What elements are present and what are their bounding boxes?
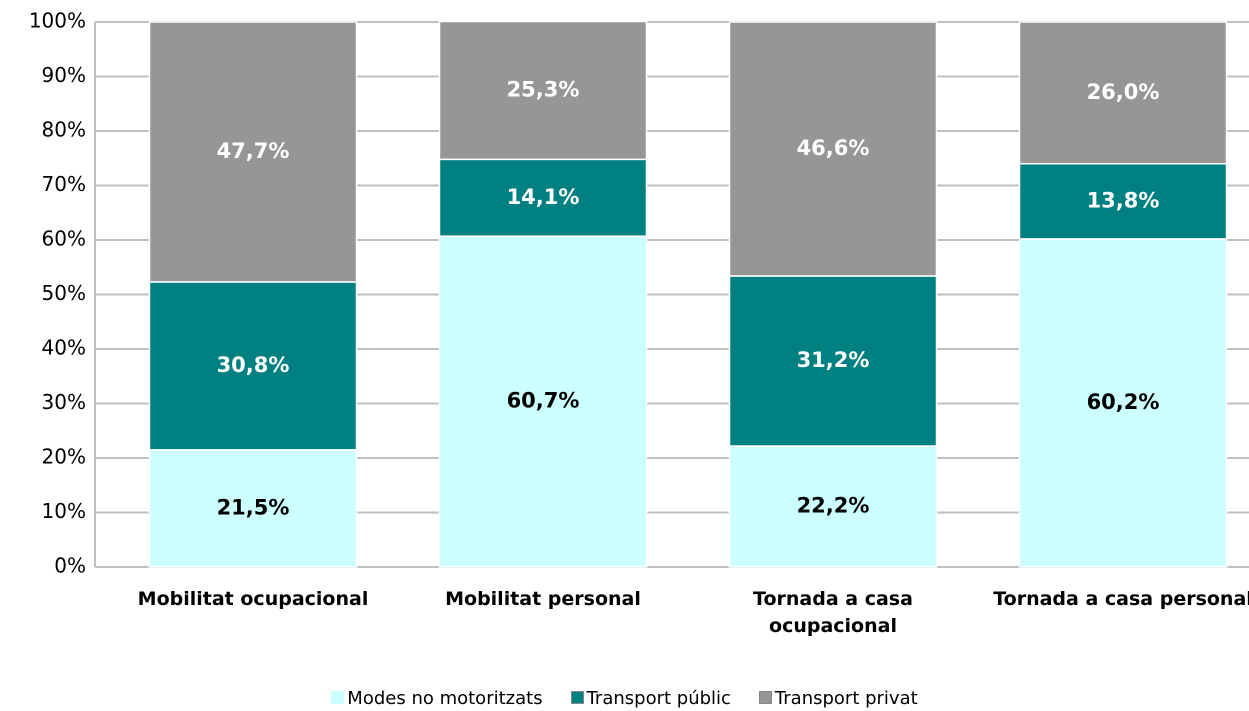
legend: Modes no motoritzats Transport públic Tran… [0,688,1249,709]
x-tick-label: Mobilitat personal [445,588,641,610]
data-label: 14,1% [507,185,580,209]
bar-segment [728,275,938,447]
legend-item: Transport públic [570,688,731,709]
x-tick-label: Tornada a casa personal [993,588,1249,610]
data-label: 60,7% [507,389,580,413]
y-tick-label: 50% [42,281,86,305]
y-tick-label: 70% [42,172,86,196]
legend-swatch [570,691,584,704]
data-label: 25,3% [507,77,580,101]
data-label: 26,0% [1087,80,1160,104]
legend-swatch [331,691,345,704]
bar-segment [1018,162,1228,240]
data-label: 46,6% [797,136,870,160]
x-tick-label: Tornada a casa ocupacional [753,588,913,637]
bar-segment [438,235,648,568]
data-label: 13,8% [1087,188,1160,212]
data-label: 47,7% [217,139,290,163]
legend-label: Modes no motoritzats [347,688,543,709]
bar-segment [728,445,938,568]
y-tick-label: 100% [29,9,86,33]
bar-segment [728,21,938,277]
bar-segment [1018,238,1228,568]
legend-swatch [758,691,772,704]
y-tick-label: 60% [42,227,86,251]
bar-segment [148,281,358,451]
data-label: 30,8% [217,353,290,377]
legend-item: Transport privat [758,688,918,709]
y-tick-label: 80% [42,118,86,142]
bar-segment [1018,21,1228,165]
data-label: 21,5% [217,495,290,519]
bar-segment [438,20,648,161]
y-tick-label: 40% [42,336,86,360]
y-tick-label: 90% [42,63,86,87]
y-tick-label: 30% [42,390,86,414]
data-label: 60,2% [1087,390,1160,414]
legend-label: Transport privat [774,688,918,709]
bar-segment [148,21,358,283]
legend-item: Modes no motoritzats [331,688,543,709]
data-label: 31,2% [797,348,870,372]
x-tick-label: Mobilitat ocupacional [137,588,369,610]
bar-segment [148,449,358,568]
legend-label: Transport públic [586,688,731,709]
data-label: 22,2% [797,494,870,518]
y-tick-label: 10% [42,499,86,523]
y-tick-label: 20% [42,445,86,469]
y-tick-label: 0% [54,554,86,578]
